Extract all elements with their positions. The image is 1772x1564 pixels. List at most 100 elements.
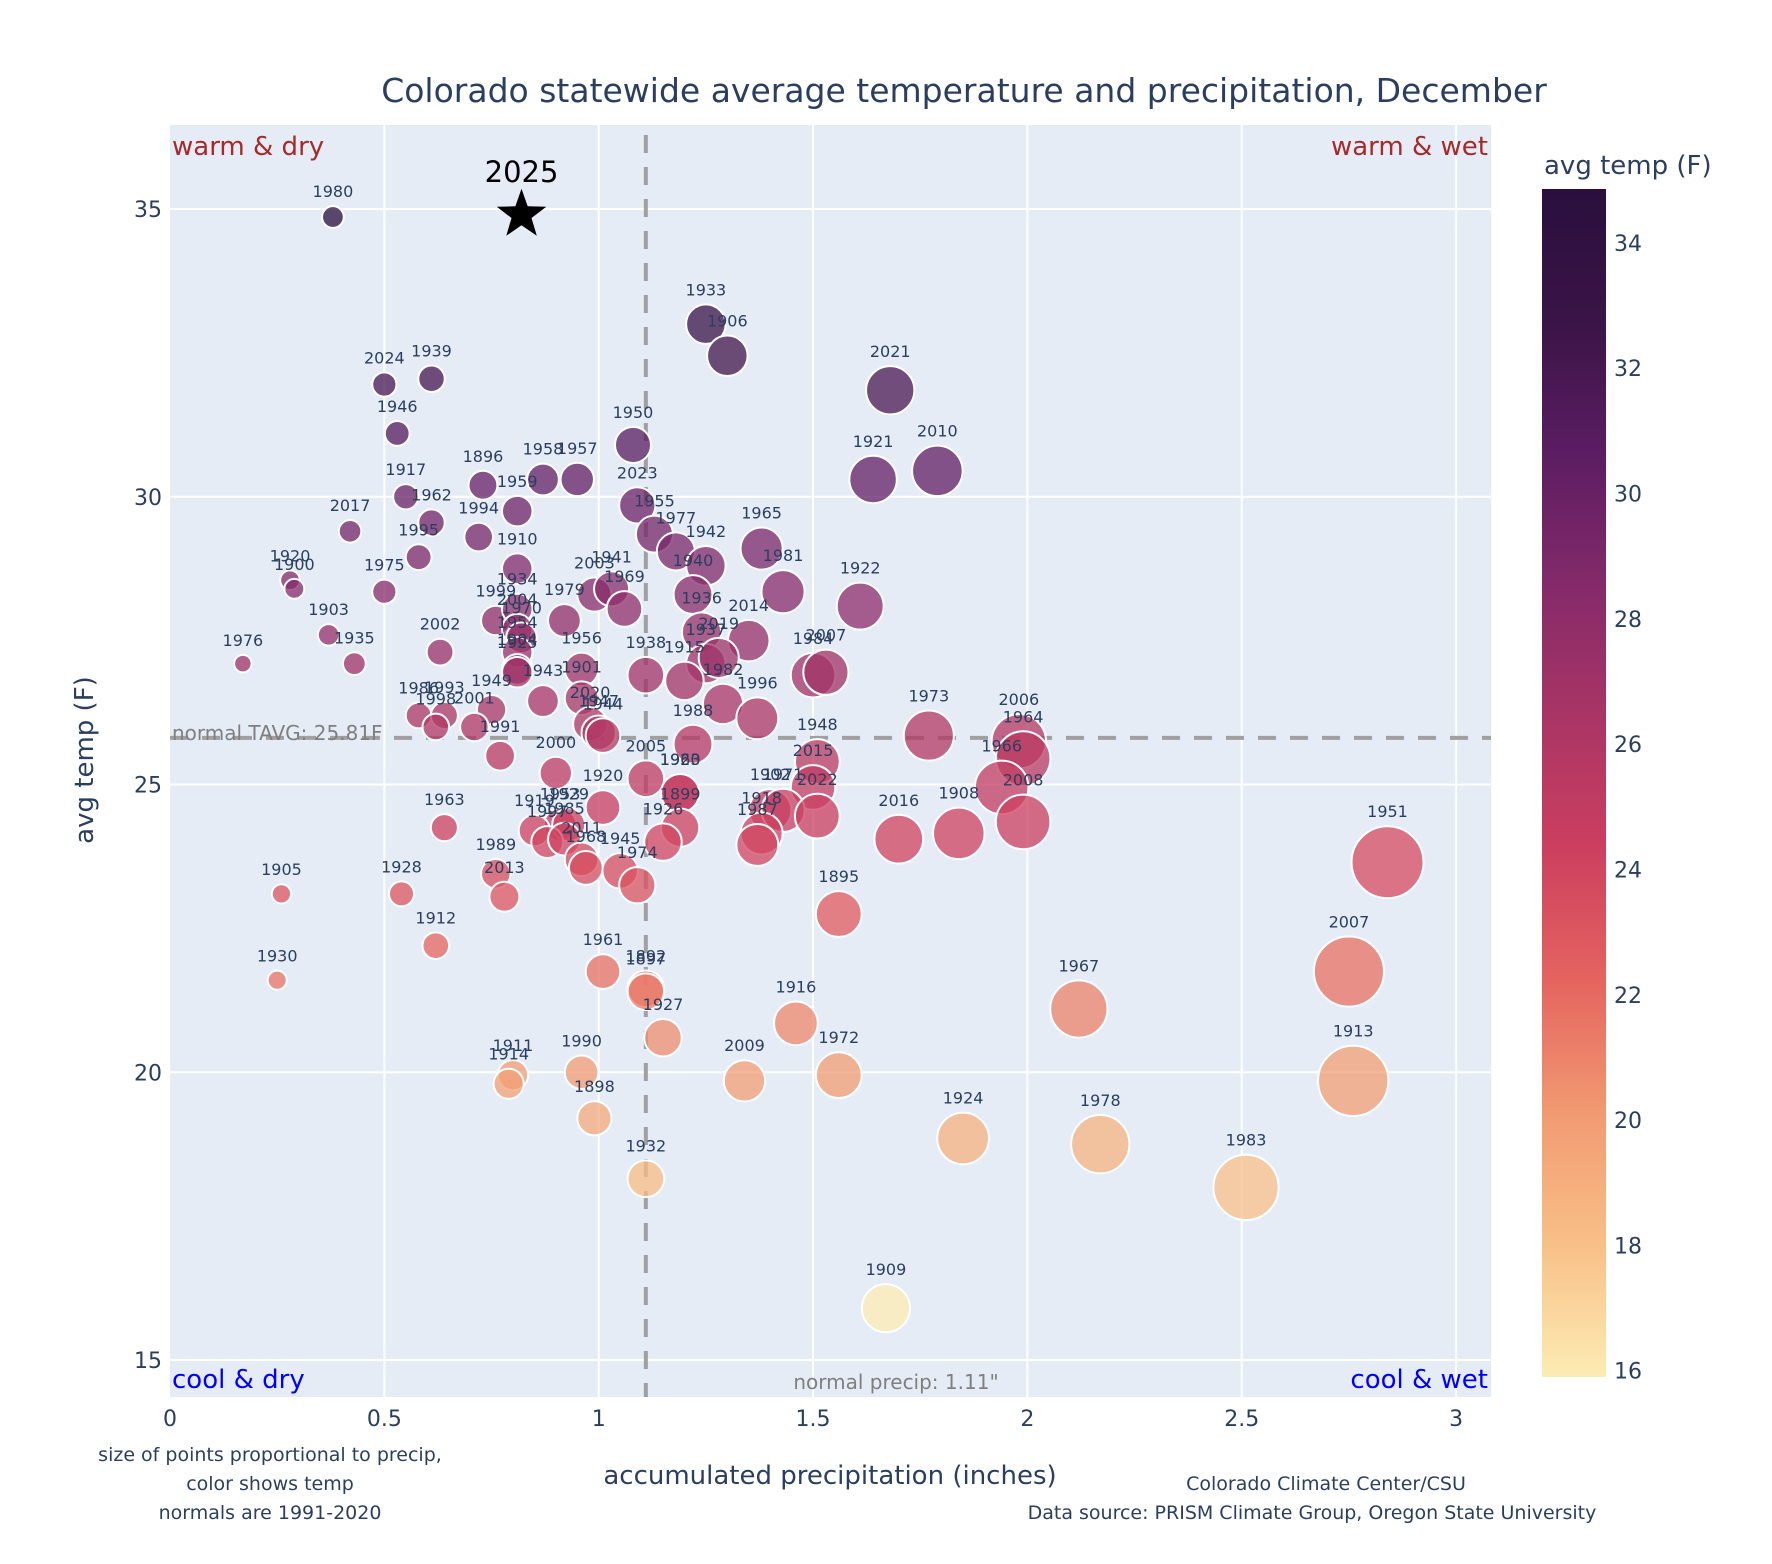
data-point-1922 xyxy=(835,581,885,631)
data-label: 1923 xyxy=(660,750,701,769)
data-label: 1916 xyxy=(776,977,817,996)
data-label: 1925 xyxy=(497,633,538,652)
credit-line: Data source: PRISM Climate Group, Oregon… xyxy=(1028,1502,1597,1524)
data-label: 2024 xyxy=(364,348,405,367)
data-point-1978 xyxy=(1070,1114,1131,1175)
data-label: 1902 xyxy=(750,765,791,784)
x-tick-label: 0 xyxy=(163,1407,177,1432)
data-point-1981 xyxy=(760,569,806,615)
colorbar-title: avg temp (F) xyxy=(1544,151,1712,181)
data-point-1944 xyxy=(584,717,622,754)
data-label: 2022 xyxy=(797,770,838,789)
data-point-1965 xyxy=(739,526,784,571)
credits: Colorado Climate Center/CSU Data source:… xyxy=(1028,1473,1597,1524)
data-label: 1945 xyxy=(600,829,641,848)
colorbar-tick-label: 24 xyxy=(1614,858,1642,883)
data-point-1976 xyxy=(233,653,253,674)
data-label: 1958 xyxy=(523,440,564,459)
data-label: 1971 xyxy=(763,765,804,784)
data-label: 1903 xyxy=(308,600,349,619)
data-label: 2020 xyxy=(570,683,611,702)
data-point-1988 xyxy=(672,723,714,765)
data-point-1946 xyxy=(383,420,411,447)
data-label: 1921 xyxy=(853,432,894,451)
data-point-2001 xyxy=(459,711,490,743)
data-label: 1941 xyxy=(591,547,632,566)
data-label: 1966 xyxy=(981,737,1022,756)
data-label: 1943 xyxy=(523,661,564,680)
data-label: 2011 xyxy=(561,819,602,838)
data-label: 1899 xyxy=(660,785,701,804)
data-point-1914 xyxy=(492,1067,525,1100)
data-point-1924 xyxy=(936,1111,990,1166)
data-label: 2000 xyxy=(535,733,576,752)
data-label: 1939 xyxy=(411,342,452,361)
data-point-1928 xyxy=(387,880,416,908)
data-point-2010 xyxy=(911,444,964,498)
colorbar-tick-label: 18 xyxy=(1614,1234,1642,1259)
data-label: 1953 xyxy=(540,785,581,804)
data-label: 1932 xyxy=(625,1136,666,1155)
data-label: 1935 xyxy=(334,628,375,647)
data-point-1903 xyxy=(316,623,341,647)
scatter-points xyxy=(233,205,1425,1334)
data-label: 1900 xyxy=(274,555,315,574)
data-label: 1927 xyxy=(643,995,684,1014)
data-label: 1944 xyxy=(583,694,624,713)
data-label: 2006 xyxy=(998,690,1039,709)
data-label: 1972 xyxy=(818,1028,859,1047)
colorbar-tick-label: 22 xyxy=(1614,984,1642,1009)
data-label: 1960 xyxy=(660,750,701,769)
data-label: 2010 xyxy=(917,422,958,441)
data-label: 1975 xyxy=(364,556,405,575)
data-label: 2016 xyxy=(878,791,919,810)
y-axis-title: avg temp (F) xyxy=(70,676,100,844)
data-label: 1937 xyxy=(686,620,727,639)
data-point-1996 xyxy=(735,696,780,741)
data-label: 1962 xyxy=(411,485,452,504)
data-label: 1967 xyxy=(1058,956,1099,975)
data-point-2002 xyxy=(425,637,455,667)
data-label: 1897 xyxy=(625,949,666,968)
data-point-1943 xyxy=(526,684,560,718)
y-tick-label: 25 xyxy=(134,774,162,799)
data-point-1895 xyxy=(814,890,863,938)
y-gridlines xyxy=(170,208,1491,1361)
data-point-2005 xyxy=(626,759,666,799)
colorbar-tick-label: 28 xyxy=(1614,608,1642,633)
data-point-1925 xyxy=(500,656,534,689)
data-label: 2008 xyxy=(1003,771,1044,790)
data-label: 1920 xyxy=(583,766,624,785)
data-label: 1963 xyxy=(424,790,465,809)
colorbar-tick-label: 30 xyxy=(1614,483,1642,508)
data-point-1987 xyxy=(735,822,780,867)
y-tick-labels: 15 20 25 30 35 xyxy=(134,198,162,1374)
data-point-1913 xyxy=(1317,1044,1390,1118)
data-label: 1948 xyxy=(797,715,838,734)
colorbar-tick-label: 26 xyxy=(1614,733,1642,758)
data-point-1990 xyxy=(563,1054,600,1091)
colorbar-tick-label: 32 xyxy=(1614,357,1642,382)
data-label: 1988 xyxy=(673,701,714,720)
method-note: size of points proportional to precip, c… xyxy=(98,1444,442,1524)
chart-title: Colorado statewide average temperature a… xyxy=(381,71,1547,110)
data-label: 2005 xyxy=(625,736,666,755)
data-label: 1964 xyxy=(1003,707,1044,726)
data-label: 1928 xyxy=(381,857,422,876)
y-tick-label: 20 xyxy=(134,1061,162,1086)
data-point-1962 xyxy=(417,508,446,537)
quadrant-label-warm-dry: warm & dry xyxy=(172,132,324,162)
data-label: 1976 xyxy=(223,631,264,650)
data-point-1910 xyxy=(500,552,534,585)
data-point-2007 xyxy=(1312,935,1385,1008)
data-point-2021 xyxy=(865,365,916,416)
data-point-1935 xyxy=(341,651,367,677)
data-point-1974 xyxy=(618,866,657,905)
data-label: 2014 xyxy=(728,596,769,615)
data-label: 1987 xyxy=(737,800,778,819)
x-tick-label: 3 xyxy=(1449,1407,1463,1432)
data-label: 1994 xyxy=(458,499,499,518)
quadrant-label-cool-dry: cool & dry xyxy=(172,1365,305,1395)
highlight-2025: 2025 xyxy=(485,155,558,236)
